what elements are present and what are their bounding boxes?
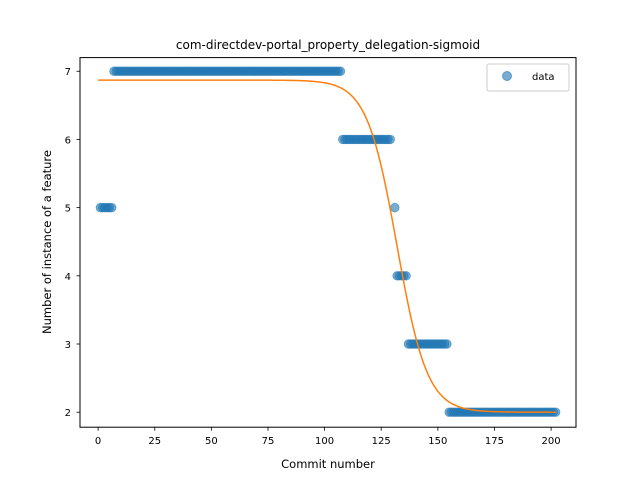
y-axis: 2 3 4 5 6 7	[65, 67, 80, 419]
legend-label-data: data	[532, 72, 555, 83]
chart-title: com-directdev-portal_property_delegation…	[176, 38, 480, 52]
data-point	[390, 202, 400, 213]
x-tick-label: 125	[372, 436, 391, 447]
x-tick-label: 200	[542, 436, 561, 447]
y-tick-label: 2	[65, 408, 71, 419]
data-point	[107, 202, 117, 213]
y-tick-label: 7	[65, 67, 71, 78]
x-tick-label: 175	[485, 436, 504, 447]
legend-marker	[502, 71, 512, 81]
fit-line	[98, 79, 556, 413]
x-tick-label: 100	[315, 436, 334, 447]
plot-frame	[79, 57, 577, 428]
legend-box	[486, 63, 570, 92]
y-axis-label: Number of instance of a feature	[40, 150, 54, 334]
y-tick-label: 6	[65, 135, 71, 146]
x-tick-label: 75	[262, 436, 275, 447]
legend: data	[486, 63, 570, 92]
data-point	[385, 134, 395, 145]
x-axis-label: Commit number	[281, 457, 375, 471]
y-tick-label: 3	[65, 340, 71, 351]
y-tick-label: 4	[65, 272, 71, 283]
plot-marks	[95, 66, 561, 417]
x-tick-label: 25	[148, 436, 161, 447]
data-point	[442, 339, 452, 349]
y-tick-label: 5	[65, 204, 71, 215]
x-tick-label: 0	[95, 436, 101, 447]
x-axis: 0 25 50 75 100 125 150 175 200	[95, 427, 561, 447]
x-tick-label: 50	[205, 436, 218, 447]
x-tick-label: 150	[428, 436, 447, 447]
data-point	[335, 66, 346, 76]
